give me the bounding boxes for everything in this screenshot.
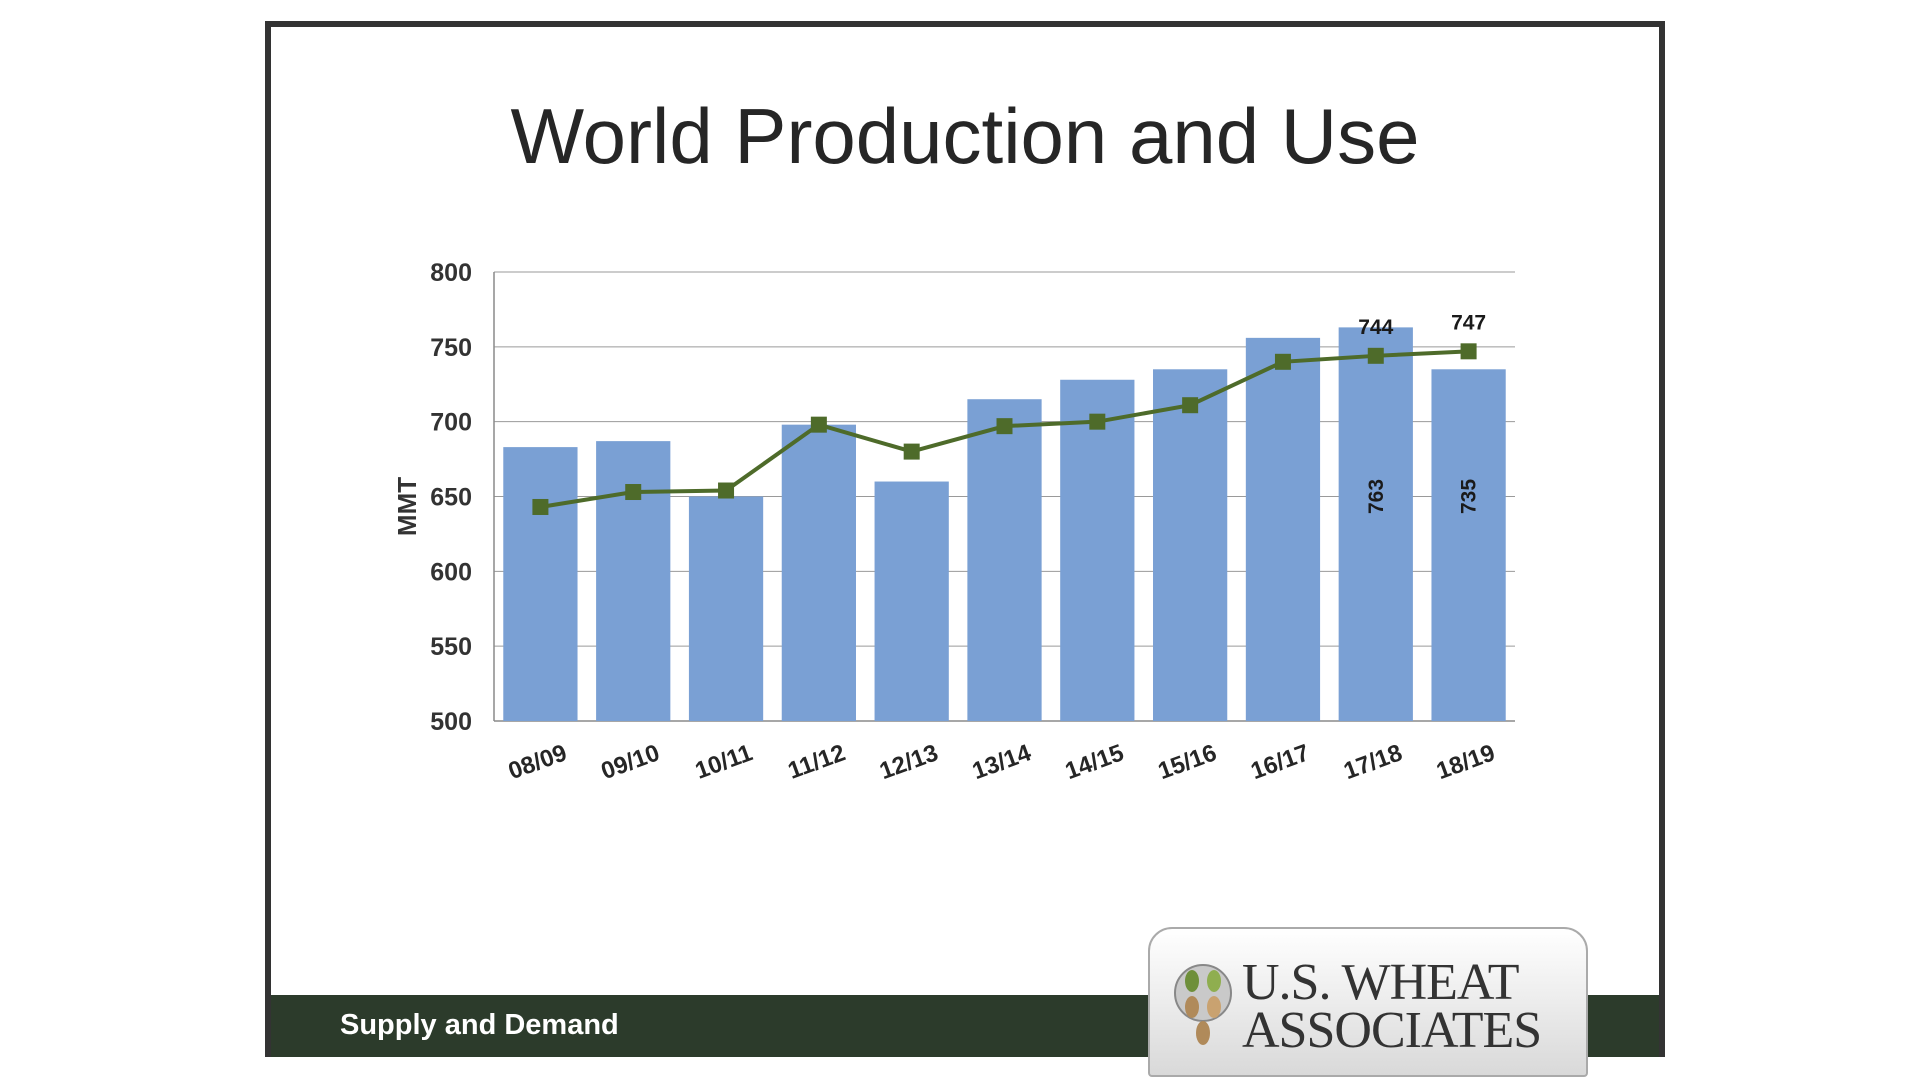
bar-production xyxy=(1338,327,1413,721)
bar-production xyxy=(688,496,764,721)
x-tick-label: 16/17 xyxy=(1247,739,1313,785)
slide: World Production and Use 500 550 600 650 700… xyxy=(265,21,1665,1077)
x-tick-label: 15/16 xyxy=(1155,739,1221,785)
chart: 500 550 600 650 700 750 800 MMT 08/09 09/10 10/11 1… xyxy=(392,259,1515,785)
logo-text-line2: ASSOCIATES xyxy=(1242,1002,1542,1059)
bar-production xyxy=(967,399,1042,721)
use-point xyxy=(996,418,1013,435)
logo: U.S. WHEAT ASSOCIATES xyxy=(1148,927,1588,1077)
x-tick-label: 17/18 xyxy=(1340,739,1406,785)
use-point xyxy=(1274,353,1291,370)
logo-text: U.S. WHEAT ASSOCIATES xyxy=(1242,954,1542,1059)
use-point xyxy=(1367,347,1384,364)
x-tick-label: 18/19 xyxy=(1433,739,1499,785)
use-point xyxy=(1089,413,1106,430)
bar-production xyxy=(596,441,671,721)
x-tick-label: 12/13 xyxy=(876,739,942,785)
use-point xyxy=(810,416,827,433)
bar-production xyxy=(874,481,949,721)
use-point xyxy=(532,498,549,515)
bar-production xyxy=(503,447,578,721)
bar-production xyxy=(1245,337,1321,721)
y-tick-label: 500 xyxy=(430,708,472,736)
bar-production xyxy=(781,424,856,721)
x-tick-label: 14/15 xyxy=(1062,739,1128,785)
bar-production xyxy=(1431,369,1506,721)
bar-production xyxy=(1060,379,1135,721)
y-tick-label: 750 xyxy=(430,334,472,362)
use-point xyxy=(1460,343,1477,360)
data-label-production: 763 xyxy=(1365,479,1388,514)
use-point xyxy=(718,482,735,499)
footer-label: Supply and Demand xyxy=(340,1009,619,1041)
data-label-use: 747 xyxy=(1451,311,1486,334)
y-tick-label: 550 xyxy=(430,633,472,661)
x-tick-label: 08/09 xyxy=(505,739,571,785)
use-point xyxy=(625,484,642,501)
y-axis-label: MMT xyxy=(392,477,422,536)
wheat-icon xyxy=(1174,964,1232,1045)
x-tick-label: 13/14 xyxy=(969,739,1035,785)
bar-production xyxy=(1153,369,1228,721)
use-point xyxy=(1182,397,1199,414)
slide-title: World Production and Use xyxy=(510,92,1420,180)
data-label-production: 735 xyxy=(1458,479,1481,514)
x-tick-label: 11/12 xyxy=(784,739,848,784)
y-tick-label: 800 xyxy=(430,259,472,287)
y-tick-label: 650 xyxy=(430,484,472,512)
y-tick-label: 600 xyxy=(430,558,472,586)
use-point xyxy=(903,443,920,460)
data-label-use: 744 xyxy=(1358,316,1393,339)
y-tick-label: 700 xyxy=(430,409,472,437)
x-tick-label: 09/10 xyxy=(598,739,664,785)
logo-text-line1: U.S. WHEAT xyxy=(1242,954,1519,1011)
x-tick-label: 10/11 xyxy=(692,739,756,784)
